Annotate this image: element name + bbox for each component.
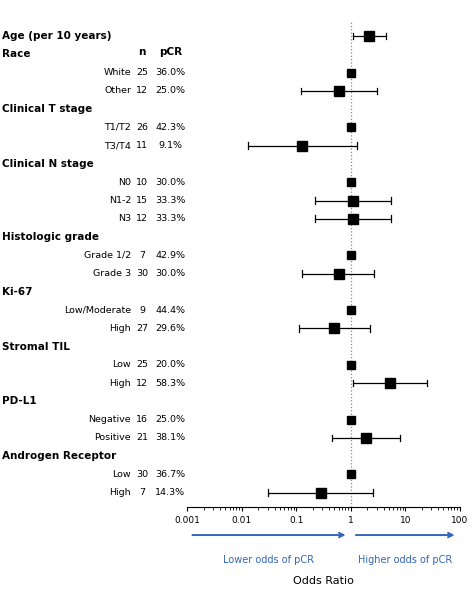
Text: High: High — [109, 379, 131, 387]
Text: Stromal TIL: Stromal TIL — [2, 342, 70, 352]
Text: Odds Ratio: Odds Ratio — [293, 576, 354, 586]
Text: High: High — [109, 324, 131, 333]
Text: N1-2: N1-2 — [109, 196, 131, 205]
Text: 14.3%: 14.3% — [155, 488, 185, 498]
Text: Histologic grade: Histologic grade — [2, 232, 99, 242]
Text: 44.4%: 44.4% — [155, 306, 185, 315]
Text: Age (per 10 years): Age (per 10 years) — [2, 31, 111, 41]
Text: 25.0%: 25.0% — [155, 87, 185, 95]
Text: Race: Race — [2, 49, 30, 60]
Text: PD-L1: PD-L1 — [2, 397, 36, 407]
Text: 42.3%: 42.3% — [155, 123, 185, 132]
Text: pCR: pCR — [159, 47, 182, 57]
Text: Clinical N stage: Clinical N stage — [2, 159, 94, 169]
Text: Negative: Negative — [89, 415, 131, 424]
Text: 29.6%: 29.6% — [155, 324, 185, 333]
Text: Other: Other — [104, 87, 131, 95]
Text: 30: 30 — [136, 470, 148, 479]
Text: N0: N0 — [118, 178, 131, 187]
Text: 38.1%: 38.1% — [155, 434, 185, 442]
Text: 25: 25 — [137, 68, 148, 77]
Text: 27: 27 — [137, 324, 148, 333]
Text: n: n — [138, 47, 146, 57]
Text: 9.1%: 9.1% — [158, 141, 182, 150]
Text: 30: 30 — [136, 269, 148, 278]
Text: 7: 7 — [139, 488, 146, 498]
Text: 42.9%: 42.9% — [155, 251, 185, 260]
Text: N3: N3 — [118, 214, 131, 223]
Text: 16: 16 — [137, 415, 148, 424]
Text: Low: Low — [112, 360, 131, 370]
Text: Clinical T stage: Clinical T stage — [2, 104, 92, 114]
Text: Grade 3: Grade 3 — [93, 269, 131, 278]
Text: 12: 12 — [137, 379, 148, 387]
Text: Low: Low — [112, 470, 131, 479]
Text: 11: 11 — [137, 141, 148, 150]
Text: 10: 10 — [137, 178, 148, 187]
Text: 25: 25 — [137, 360, 148, 370]
Text: 21: 21 — [137, 434, 148, 442]
Text: Low/Moderate: Low/Moderate — [64, 306, 131, 315]
Text: White: White — [103, 68, 131, 77]
Text: Ki-67: Ki-67 — [2, 287, 32, 297]
Text: 26: 26 — [137, 123, 148, 132]
Text: 30.0%: 30.0% — [155, 178, 185, 187]
Text: High: High — [109, 488, 131, 498]
Text: Androgen Receptor: Androgen Receptor — [2, 451, 116, 461]
Text: Lower odds of pCR: Lower odds of pCR — [224, 555, 314, 565]
Text: 9: 9 — [139, 306, 146, 315]
Text: 12: 12 — [137, 87, 148, 95]
Text: 36.7%: 36.7% — [155, 470, 185, 479]
Text: 33.3%: 33.3% — [155, 196, 185, 205]
Text: 36.0%: 36.0% — [155, 68, 185, 77]
Text: 58.3%: 58.3% — [155, 379, 185, 387]
Text: 20.0%: 20.0% — [155, 360, 185, 370]
Text: Positive: Positive — [94, 434, 131, 442]
Text: Grade 1/2: Grade 1/2 — [84, 251, 131, 260]
Text: 33.3%: 33.3% — [155, 214, 185, 223]
Text: 25.0%: 25.0% — [155, 415, 185, 424]
Text: T3/T4: T3/T4 — [104, 141, 131, 150]
Text: 30.0%: 30.0% — [155, 269, 185, 278]
Text: 12: 12 — [137, 214, 148, 223]
Text: 15: 15 — [137, 196, 148, 205]
Text: Higher odds of pCR: Higher odds of pCR — [358, 555, 452, 565]
Text: 7: 7 — [139, 251, 146, 260]
Text: T1/T2: T1/T2 — [104, 123, 131, 132]
